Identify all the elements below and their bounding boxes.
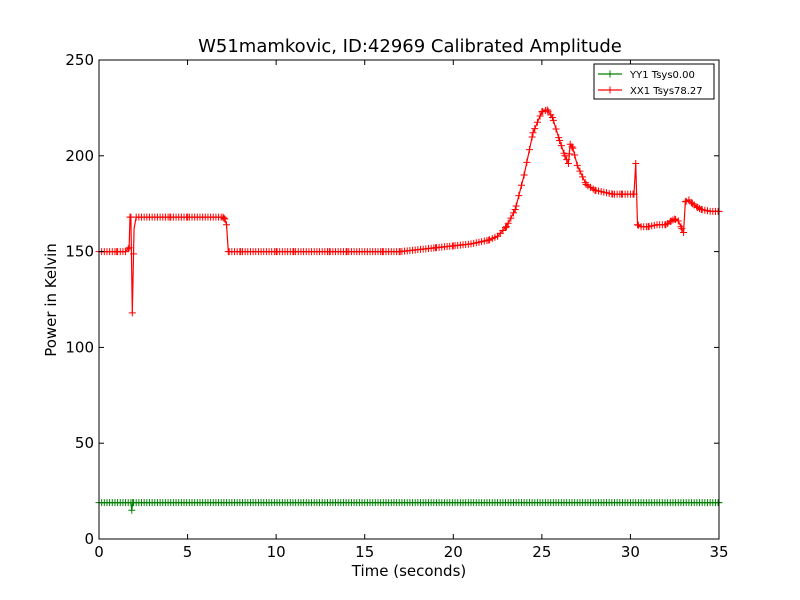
x-tick-label-7: 35 <box>709 543 728 561</box>
series-1-point-17 <box>130 250 138 258</box>
legend-marker-1 <box>606 86 614 94</box>
series-1-point-237 <box>632 159 640 167</box>
series-1-point-55 <box>221 215 229 223</box>
series-1-point-260 <box>678 225 686 233</box>
x-tick-label-3: 15 <box>355 543 374 561</box>
series-1-point-54 <box>220 214 228 222</box>
y-tick-label-4: 200 <box>65 147 94 165</box>
legend-label-1: XX1 Tsys78.27 <box>630 86 703 97</box>
series-1-point-204 <box>564 159 572 167</box>
series-1-point-211 <box>576 167 584 175</box>
series-1-point-203 <box>563 156 571 164</box>
y-tick-label-2: 100 <box>65 338 94 356</box>
series-1-point-258 <box>674 217 682 225</box>
series-1-point-187 <box>533 118 541 126</box>
series-1-point-182 <box>523 158 531 166</box>
ticks-layer: 0 5 10 15 20 25 30 35 0 50 100 150 200 250 <box>65 51 728 561</box>
series-1-point-183 <box>525 146 533 154</box>
series-1-point-172 <box>502 224 510 232</box>
series-1-point-199 <box>556 136 564 144</box>
series-1 <box>95 106 723 317</box>
series-1-point-261 <box>680 228 688 236</box>
x-tick-label-1: 5 <box>183 543 193 561</box>
series-1-point-212 <box>579 173 587 181</box>
series-1-point-210 <box>573 161 581 169</box>
x-axis-label: Time (seconds) <box>351 562 467 580</box>
series-1-point-251 <box>662 221 670 229</box>
series-1-point-205 <box>565 150 573 158</box>
series-layer <box>95 106 723 514</box>
series-1-point-198 <box>555 134 563 142</box>
legend: YY1 Tsys0.00 XX1 Tsys78.27 <box>593 63 715 100</box>
series-line-1 <box>99 109 719 313</box>
x-tick-label-6: 30 <box>621 543 640 561</box>
plot-frame <box>98 59 720 540</box>
series-1-point-173 <box>502 223 510 231</box>
series-1-point-236 <box>630 190 638 198</box>
series-1-point-192 <box>543 106 551 114</box>
series-1-point-209 <box>571 151 579 159</box>
series-1-point-176 <box>510 209 518 217</box>
series-1-point-13 <box>125 244 133 252</box>
legend-label-0: YY1 Tsys0.00 <box>629 70 695 81</box>
series-1-point-180 <box>517 181 525 189</box>
series-1-point-208 <box>569 144 577 152</box>
series-1-point-12 <box>124 245 132 253</box>
y-tick-label-5: 250 <box>65 51 94 69</box>
series-1-point-175 <box>507 214 515 222</box>
chart-title: W51mamkovic, ID:42969 Calibrated Amplitu… <box>198 36 622 57</box>
series-1-point-181 <box>520 171 528 179</box>
y-axis-label: Power in Kelvin <box>42 243 60 357</box>
series-1-point-16 <box>128 309 136 317</box>
series-1-point-177 <box>511 205 519 213</box>
series-0-point-13 <box>128 506 136 514</box>
x-tick-label-2: 10 <box>267 543 286 561</box>
series-markers-0 <box>95 499 723 514</box>
x-tick-label-5: 25 <box>532 543 551 561</box>
series-1-point-195 <box>548 113 556 121</box>
series-1-point-197 <box>552 125 560 133</box>
series-1-point-184 <box>528 133 536 141</box>
x-tick-label-0: 0 <box>94 543 104 561</box>
legend-marker-0 <box>606 70 614 78</box>
x-tick-label-4: 20 <box>444 543 463 561</box>
legend-frame <box>593 63 715 100</box>
y-tick-label-1: 50 <box>75 434 94 452</box>
series-1-point-202 <box>561 152 569 160</box>
y-tick-label-0: 0 <box>84 530 94 548</box>
series-1-point-254 <box>667 217 675 225</box>
series-1-point-214 <box>582 181 590 189</box>
series-1-point-266 <box>688 200 696 208</box>
series-1-point-178 <box>512 202 520 210</box>
series-0 <box>95 499 723 514</box>
series-1-point-56 <box>223 221 231 229</box>
series-markers-1 <box>95 106 723 317</box>
series-1-point-185 <box>529 129 537 137</box>
series-1-point-269 <box>694 204 702 212</box>
y-tick-label-3: 150 <box>65 243 94 261</box>
series-1-point-200 <box>557 142 565 150</box>
series-1-point-193 <box>544 107 552 115</box>
series-1-point-174 <box>504 219 512 227</box>
series-1-point-186 <box>531 125 539 133</box>
series-1-point-196 <box>549 116 557 124</box>
series-1-point-179 <box>515 192 523 200</box>
series-1-point-188 <box>536 112 544 120</box>
series-1-point-207 <box>568 143 576 151</box>
